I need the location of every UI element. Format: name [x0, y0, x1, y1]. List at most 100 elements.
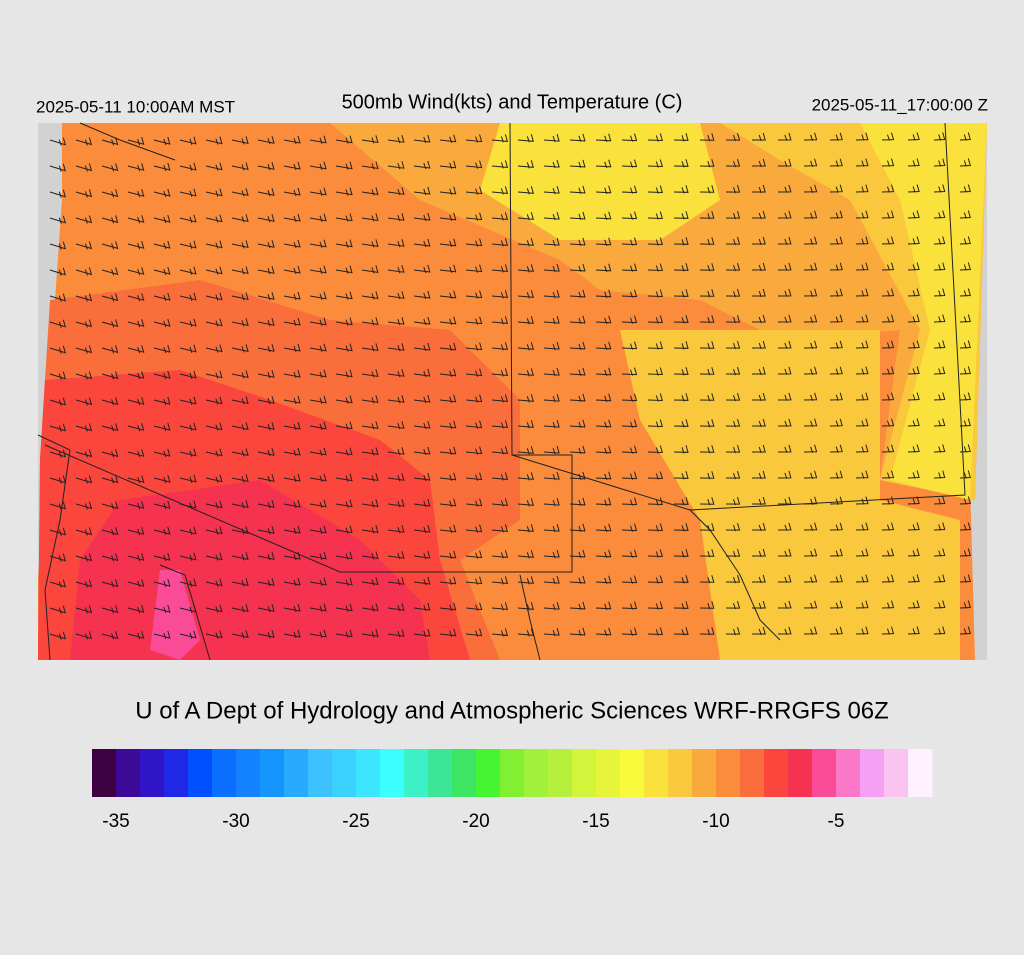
wind-barb — [413, 342, 431, 352]
wind-barb — [153, 292, 171, 302]
wind-barb — [231, 604, 249, 613]
wind-barb — [309, 395, 327, 404]
wind-barb — [803, 184, 818, 193]
wind-barb — [413, 498, 431, 508]
wind-barb — [621, 211, 638, 220]
wind-barb — [387, 187, 405, 196]
wind-barb — [309, 577, 327, 586]
wind-barb — [257, 500, 275, 509]
wind-barb — [387, 447, 405, 456]
wind-barb — [439, 186, 457, 195]
wind-barb — [335, 603, 353, 612]
wind-barb — [752, 496, 766, 506]
wind-barb — [75, 267, 93, 276]
wind-barb — [933, 288, 946, 297]
wind-barb — [361, 499, 379, 508]
wind-barb — [283, 317, 301, 327]
wind-barb — [439, 446, 457, 455]
wind-barb — [75, 397, 93, 406]
wind-barb — [361, 291, 379, 300]
wind-barb — [595, 419, 612, 428]
wind-barb — [829, 600, 843, 609]
wind-barb — [517, 472, 534, 481]
color-box — [476, 749, 501, 797]
wind-barb — [829, 522, 843, 531]
wind-barb — [205, 500, 223, 509]
wind-barb — [621, 601, 638, 610]
wind-barb — [959, 470, 971, 479]
wind-barb — [439, 238, 457, 247]
wind-barb — [881, 314, 895, 323]
wind-barb — [179, 240, 197, 249]
wind-barb — [517, 550, 534, 559]
wind-barb — [361, 135, 379, 144]
wind-barb — [153, 344, 171, 354]
wind-barb — [413, 472, 431, 482]
wind-barb — [335, 213, 353, 222]
wind-barb — [959, 288, 971, 297]
wind-barb — [75, 345, 93, 354]
wind-barb — [725, 132, 741, 142]
wind-barb — [101, 553, 119, 562]
wind-barb — [309, 603, 327, 612]
wind-barb — [855, 470, 869, 479]
wind-barb — [465, 160, 483, 169]
wind-barb — [855, 522, 869, 531]
wind-barb — [777, 522, 792, 532]
wind-barb — [75, 475, 93, 484]
wind-barb — [907, 184, 920, 193]
wind-barb — [101, 215, 119, 224]
wind-barb — [75, 527, 93, 536]
wind-barb — [413, 576, 431, 586]
wind-barb — [75, 579, 93, 588]
wind-barb — [179, 188, 197, 197]
wind-barb — [752, 470, 766, 480]
wind-barb — [361, 239, 379, 248]
wind-barb — [491, 264, 509, 273]
color-box — [116, 749, 141, 797]
wind-barb — [673, 237, 689, 246]
wind-barb — [517, 628, 534, 637]
wind-barb — [231, 474, 249, 483]
color-box — [188, 749, 213, 797]
wind-barb — [777, 574, 792, 584]
wind-barb — [569, 523, 586, 533]
wind-barb — [752, 444, 766, 454]
wind-barb — [829, 366, 843, 375]
wind-barb — [907, 600, 920, 609]
wind-barb — [413, 394, 431, 404]
wind-barb — [725, 522, 741, 532]
wind-barb — [283, 369, 301, 379]
wind-barb — [933, 600, 946, 609]
wind-barb — [647, 133, 663, 142]
wind-barb — [595, 133, 612, 142]
wind-barb — [673, 315, 689, 324]
wind-barb — [621, 263, 638, 272]
wind-barb — [959, 600, 971, 609]
wind-barb — [179, 578, 197, 587]
wind-barb — [387, 603, 405, 612]
wind-barb — [829, 418, 843, 427]
wind-barb — [309, 525, 327, 534]
wind-barb — [595, 211, 612, 220]
wind-barb — [881, 574, 895, 583]
tick-label: -15 — [582, 811, 609, 832]
wind-barb — [205, 162, 223, 171]
wind-barb — [257, 422, 275, 431]
wind-barb — [491, 576, 509, 585]
temp-zone — [620, 330, 960, 660]
wind-barb — [673, 159, 689, 168]
wind-barb — [49, 553, 67, 562]
wind-barb — [413, 524, 431, 534]
wind-barb — [413, 290, 431, 300]
color-box — [644, 749, 669, 797]
wind-barb — [959, 496, 971, 505]
wind-barb — [49, 501, 67, 510]
wind-barb — [517, 342, 534, 351]
wind-barb — [231, 162, 249, 171]
wind-barb — [725, 392, 741, 402]
wind-barb — [49, 137, 67, 146]
wind-barb — [595, 471, 612, 480]
wind-barb — [673, 627, 689, 636]
wind-barb — [465, 368, 483, 377]
